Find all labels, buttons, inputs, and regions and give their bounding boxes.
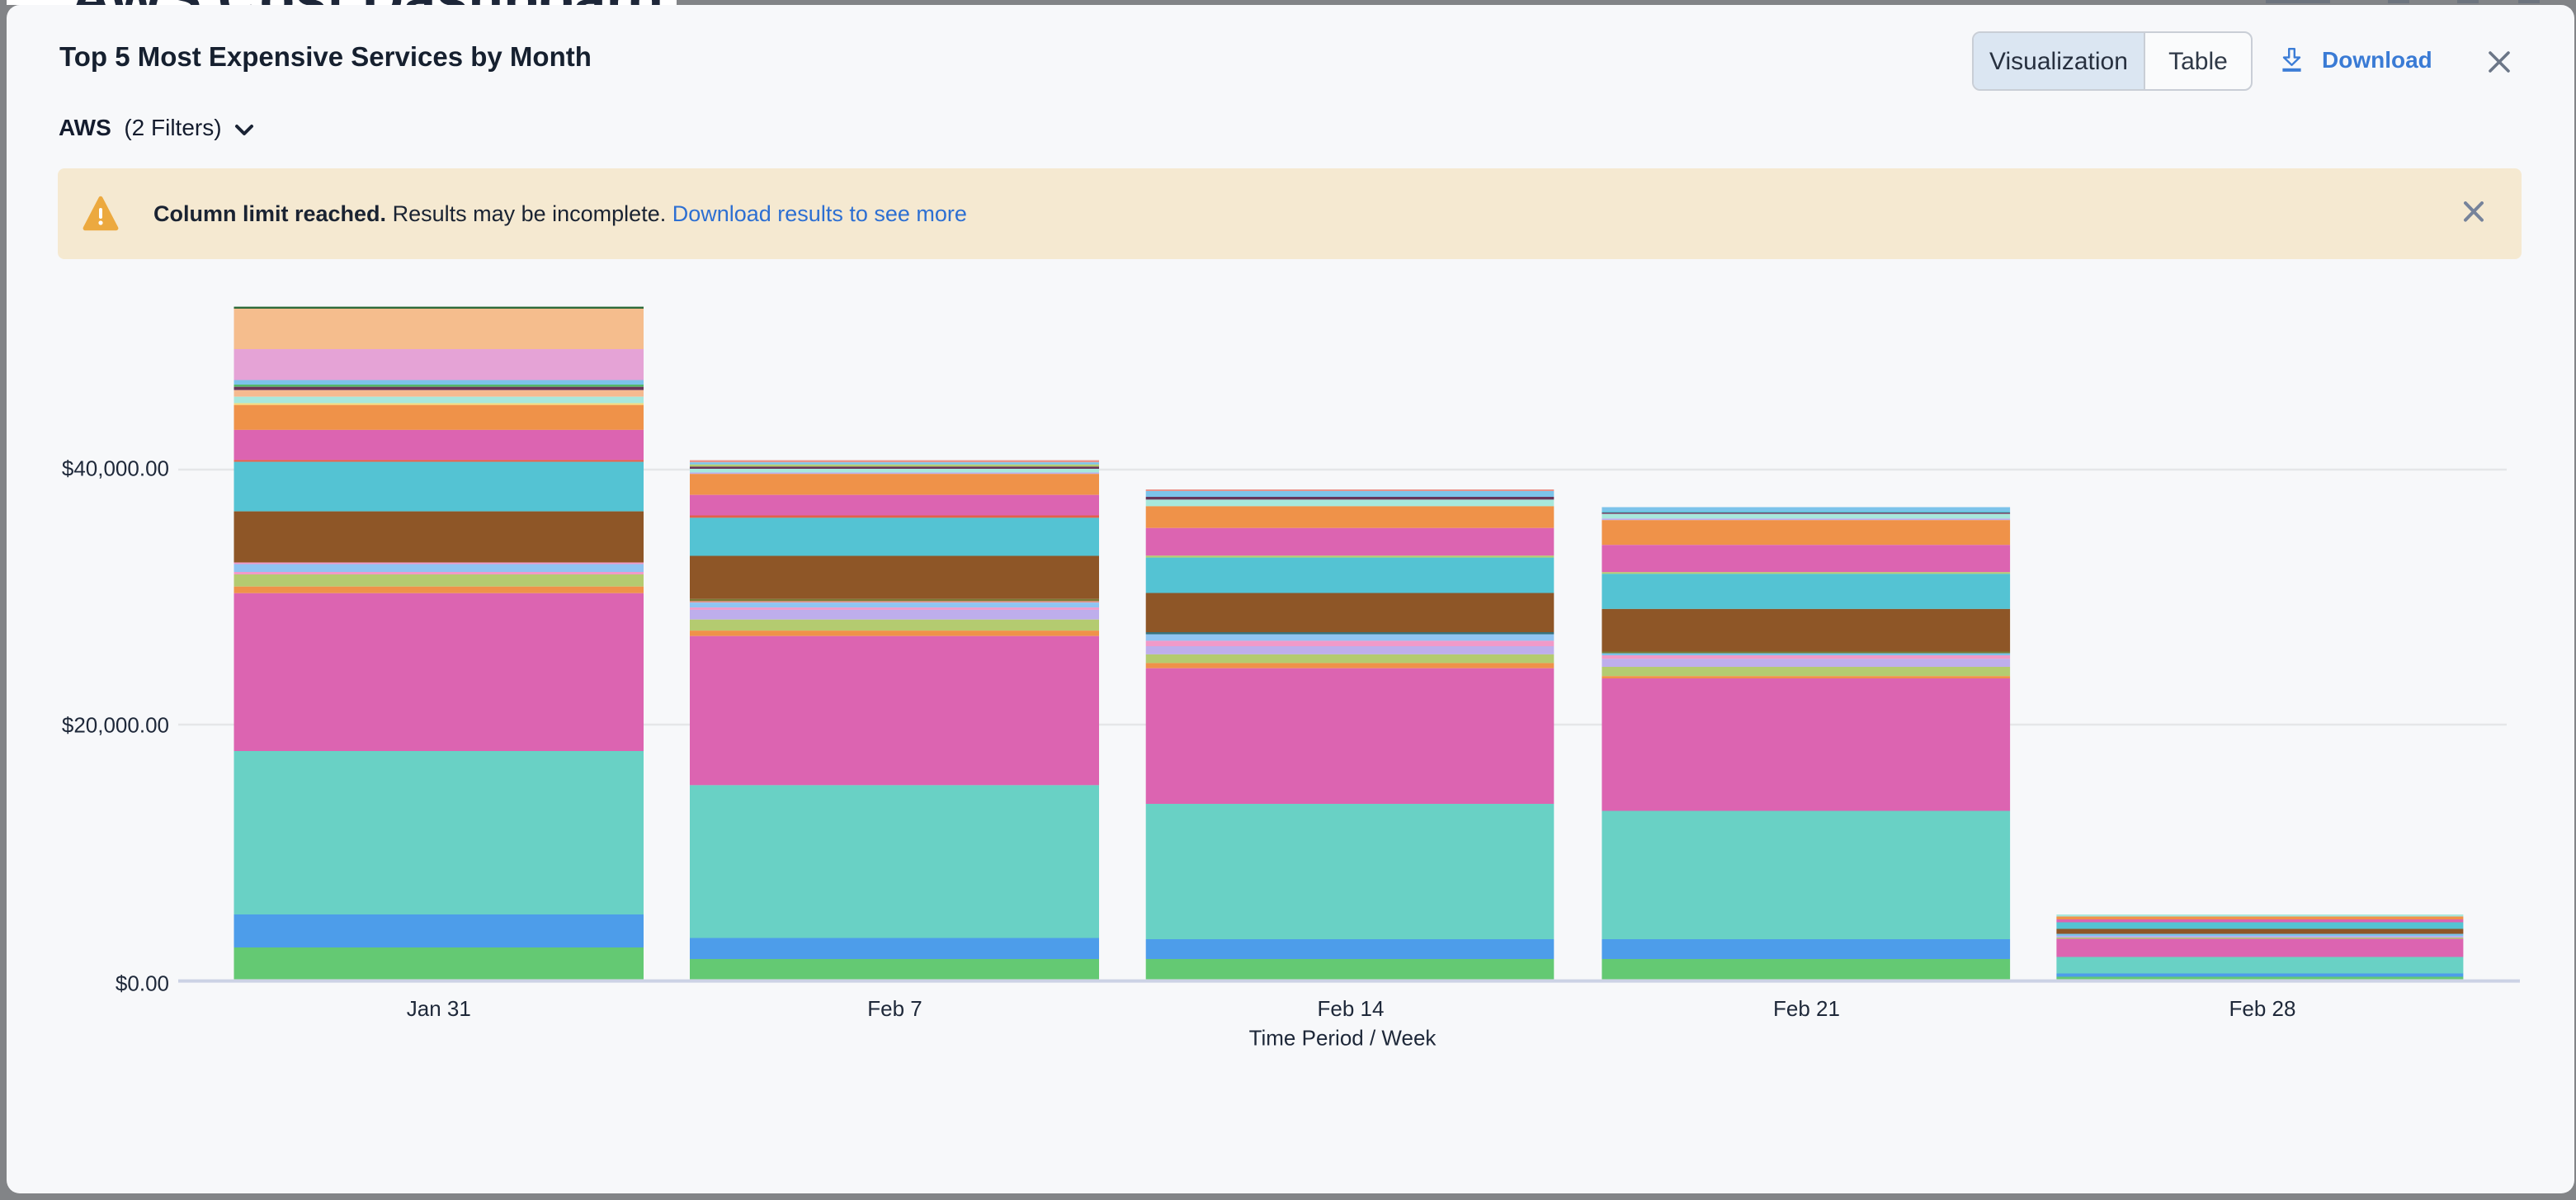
svg-text:Feb 21: Feb 21 xyxy=(1773,995,1840,1020)
svg-text:Time Period / Week: Time Period / Week xyxy=(1249,1025,1437,1050)
svg-text:$20,000.00: $20,000.00 xyxy=(62,712,169,737)
svg-text:Feb 14: Feb 14 xyxy=(1318,995,1385,1020)
svg-text:$40,000.00: $40,000.00 xyxy=(62,456,169,480)
svg-text:Feb 28: Feb 28 xyxy=(2229,995,2296,1020)
svg-text:Jan 31: Jan 31 xyxy=(407,995,471,1020)
svg-text:$0.00: $0.00 xyxy=(116,971,169,995)
svg-text:Feb 7: Feb 7 xyxy=(867,995,922,1020)
